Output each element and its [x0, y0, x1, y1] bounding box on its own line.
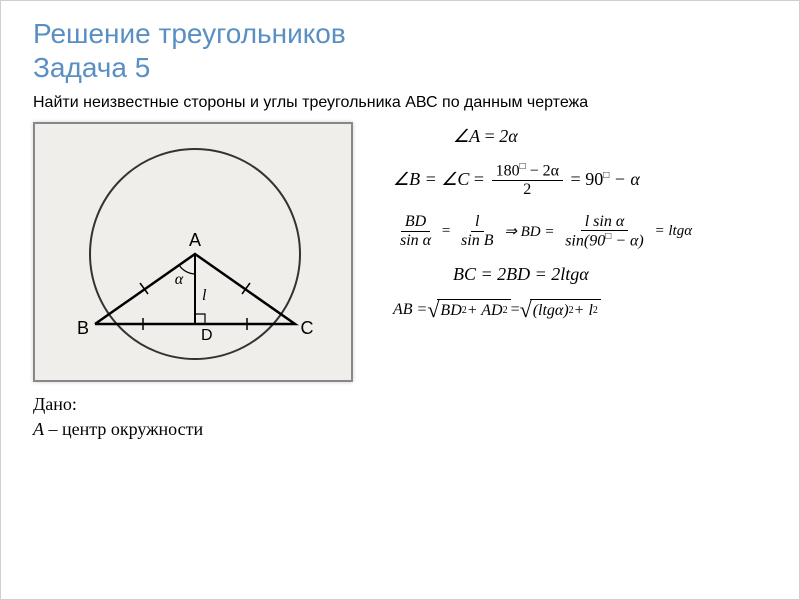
- equation-5: AB = √ BD2 + AD2 = √ (ltgα)2 + l2: [393, 299, 775, 321]
- eq5-lhs: AB =: [393, 301, 427, 319]
- eq3-frac2: l sin B: [457, 213, 497, 249]
- eq2-den: 2: [519, 181, 535, 199]
- geometry-figure: A B C D α l: [33, 122, 353, 382]
- eq1-rhs: 2α: [499, 126, 517, 147]
- equation-2: ∠B = ∠C = 180□ − 2α 2 = 90□ − α: [393, 161, 775, 199]
- label-l: l: [202, 287, 207, 304]
- eq3-frac1: BD sin α: [396, 213, 435, 249]
- label-d: D: [201, 327, 213, 344]
- equation-4: BC = 2BD = 2ltgα: [393, 264, 775, 285]
- label-a: A: [189, 230, 201, 250]
- label-b: B: [77, 318, 89, 338]
- eq5-sqrt1: √ BD2 + AD2: [427, 299, 510, 321]
- given-a: A: [33, 419, 44, 439]
- equation-1: ∠A = 2α: [393, 126, 775, 147]
- eq2-frac: 180□ − 2α 2: [492, 161, 563, 199]
- equation-3: BD sin α = l sin B ⇒ BD = l sin α sin(90…: [393, 213, 775, 251]
- eq3-f3-den: sin(90□ − α): [561, 231, 648, 250]
- label-alpha: α: [175, 271, 184, 288]
- equations-column: ∠A = 2α ∠B = ∠C = 180□ − 2α 2 = 90□ − α …: [393, 122, 775, 442]
- eq3-frac3: l sin α sin(90□ − α): [561, 213, 648, 251]
- figure-svg: A B C D α l: [35, 124, 355, 384]
- eq5-mid: =: [511, 301, 520, 319]
- left-column: A B C D α l Дано: A – центр окружности: [33, 122, 373, 442]
- eq2-lhs: ∠B = ∠C: [393, 169, 469, 190]
- eq2-eq1: =: [469, 169, 488, 190]
- eq1-lhs: ∠A: [453, 126, 480, 147]
- label-c: C: [301, 318, 314, 338]
- eq5-rad1: BD2 + AD2: [437, 299, 510, 321]
- page-title: Решение треугольников Задача 5: [1, 1, 799, 88]
- eq1-eq: =: [480, 126, 499, 147]
- given-label: Дано:: [33, 394, 77, 414]
- eq2-rhs: 90□ − α: [585, 169, 640, 190]
- eq3-tail: = ltgα: [651, 223, 692, 240]
- eq5-sqrt2: √ (ltgα)2 + l2: [520, 299, 601, 321]
- eq2-num: 180□ − 2α: [492, 161, 563, 181]
- given-rest: – центр окружности: [44, 419, 203, 439]
- eq5-rad2: (ltgα)2 + l2: [530, 299, 601, 321]
- given-block: Дано: A – центр окружности: [33, 392, 373, 442]
- eq4-text: BC = 2BD = 2ltgα: [453, 264, 589, 285]
- eq2-eq2: =: [566, 169, 585, 190]
- eq3-arrow: ⇒ BD =: [501, 222, 559, 241]
- title-line-2: Задача 5: [33, 52, 150, 83]
- content-row: A B C D α l Дано: A – центр окружности ∠…: [1, 122, 799, 442]
- problem-statement: Найти неизвестные стороны и углы треугол…: [1, 88, 799, 122]
- right-angle-mark: [195, 314, 205, 324]
- title-line-1: Решение треугольников: [33, 18, 346, 49]
- eq3-eq1: =: [438, 223, 454, 240]
